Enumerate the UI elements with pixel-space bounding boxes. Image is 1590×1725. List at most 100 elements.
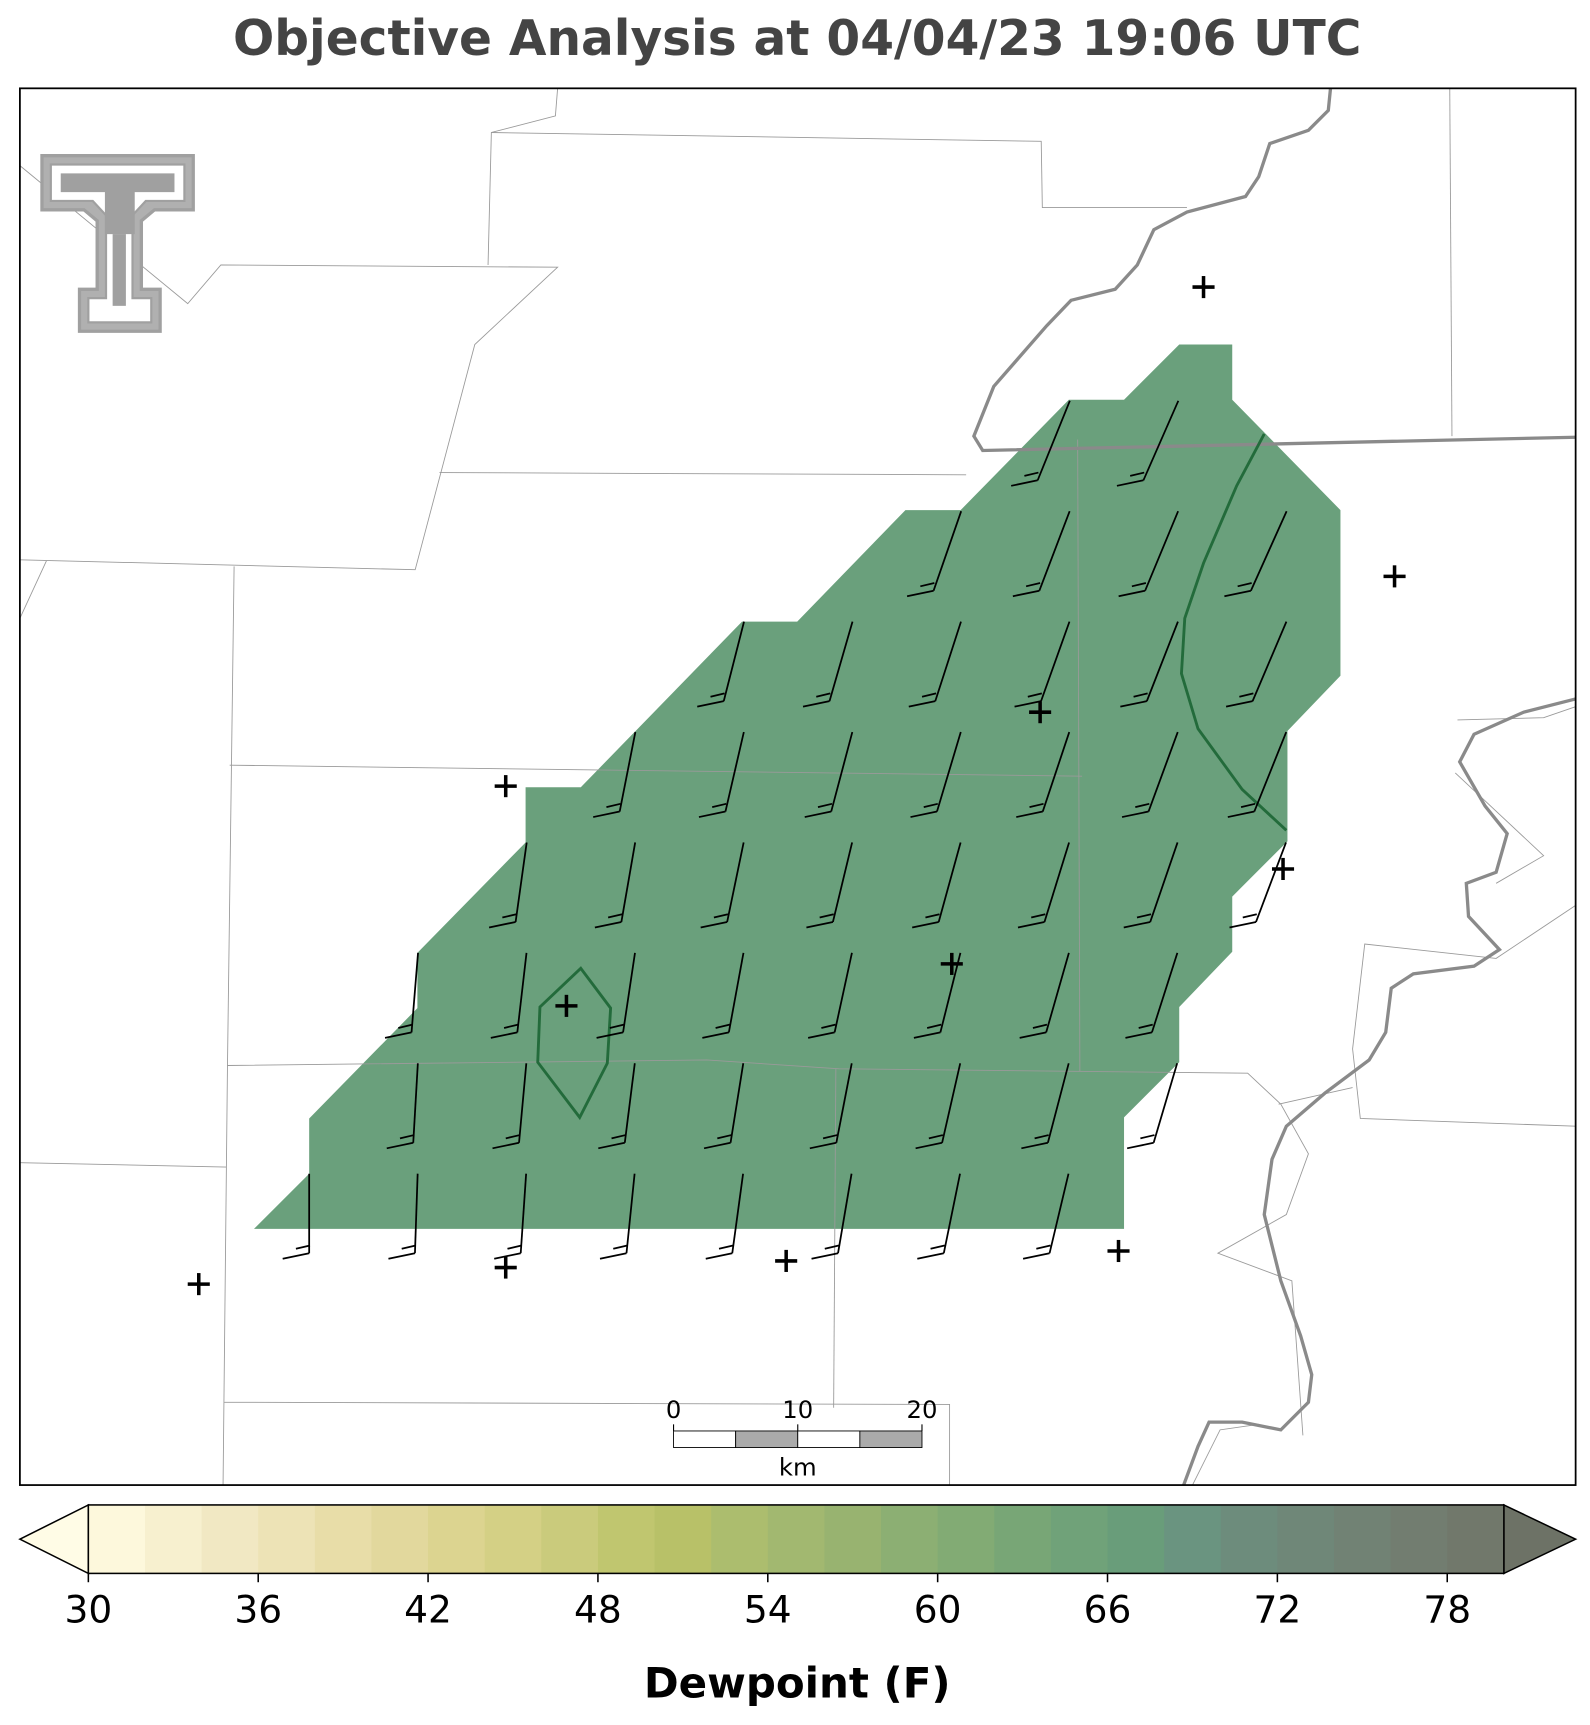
wind-barb — [507, 1244, 522, 1250]
colorbar-bin — [937, 1504, 995, 1574]
wind-barb — [1135, 802, 1150, 808]
colorbar: 30 36 42 48 54 60 66 72 78 — [18, 1503, 1578, 1632]
wind-barb — [1041, 731, 1071, 812]
colorbar-tick-label: 78 — [1423, 1588, 1471, 1632]
wind-barb — [613, 1244, 628, 1250]
wind-barb — [715, 1023, 730, 1029]
wind-barb — [625, 1173, 636, 1254]
wind-barb — [1240, 802, 1256, 808]
colorbar-tick-label: 54 — [744, 1588, 792, 1632]
wind-barb — [718, 1244, 734, 1250]
wind-barb — [698, 810, 726, 818]
wind-barb — [822, 1134, 838, 1140]
wind-barb — [1224, 589, 1252, 598]
wind-barb — [295, 1244, 311, 1250]
wind-barb — [928, 1134, 944, 1140]
colorbar-tick-label: 60 — [914, 1588, 962, 1632]
wind-barb — [1138, 1023, 1153, 1029]
wind-barb — [594, 921, 622, 929]
wind-barb — [1027, 692, 1043, 698]
wind-barb — [609, 1023, 625, 1029]
wind-barb — [1123, 921, 1151, 929]
scale-segment — [859, 1430, 923, 1448]
wind-barb — [703, 1141, 731, 1150]
dewpoint-fill — [253, 344, 1341, 1229]
wind-barb — [1152, 1063, 1179, 1144]
wind-barb — [1036, 400, 1071, 481]
wind-barb — [1038, 510, 1071, 592]
colorbar-bin — [1333, 1504, 1392, 1574]
wind-barb — [908, 700, 936, 708]
wind-barb — [923, 802, 938, 808]
colorbar-label: Dewpoint (F) — [644, 1659, 951, 1708]
wind-barb — [592, 810, 620, 818]
colorbar-bin — [767, 1504, 825, 1574]
river — [972, 88, 1576, 453]
colorbar-tick-label: 30 — [64, 1588, 112, 1632]
map-frame — [19, 87, 1577, 1486]
colorbar-bin — [314, 1504, 373, 1574]
scale-segment — [735, 1430, 799, 1448]
wind-barb — [1121, 810, 1149, 818]
colorbar-extension — [1503, 1503, 1578, 1575]
wind-barb — [729, 1063, 745, 1143]
wind-barb — [917, 1252, 944, 1260]
wind-barb — [1149, 842, 1179, 923]
wind-barb — [817, 802, 833, 808]
wind-barb — [920, 582, 935, 588]
wind-barb — [717, 1134, 732, 1140]
wind-barb — [824, 1244, 840, 1250]
wind-barb — [1118, 589, 1146, 598]
wind-barb — [384, 1031, 412, 1039]
wind-barb — [1045, 952, 1070, 1033]
colorbar-bin — [541, 1504, 599, 1574]
scale-tick-label: 10 — [782, 1395, 813, 1424]
wind-barb — [607, 913, 623, 919]
wind-barb — [833, 952, 853, 1033]
wind-barb — [1239, 692, 1254, 698]
wind-barb — [505, 1134, 520, 1140]
wind-barb — [1014, 700, 1042, 708]
wind-barb — [1255, 842, 1287, 923]
colorbar-bin — [144, 1504, 203, 1574]
wind-barb — [1024, 471, 1039, 477]
wind-barb — [1129, 471, 1145, 477]
wind-barb — [1048, 1173, 1070, 1254]
wind-barb — [1043, 842, 1070, 923]
wind-barb — [1040, 621, 1071, 702]
river — [1182, 697, 1576, 1486]
wind-barb — [388, 1252, 416, 1260]
scale-tick-label: 0 — [666, 1395, 681, 1424]
wind-barb — [620, 842, 637, 923]
wind-barb — [930, 1244, 945, 1250]
dewpoint-contour — [1180, 433, 1288, 832]
colorbar-bin — [1447, 1504, 1505, 1574]
scale-unit: km — [779, 1453, 817, 1482]
wind-barb — [1032, 1023, 1048, 1029]
colorbar-bin — [258, 1504, 316, 1574]
wind-barb — [1126, 1141, 1154, 1150]
wind-barb — [1242, 913, 1257, 919]
wind-barb — [906, 589, 934, 598]
wind-barb — [926, 1023, 942, 1029]
colorbar-bin — [994, 1504, 1052, 1574]
wind-barb — [503, 1023, 519, 1029]
wind-barb — [519, 1173, 528, 1254]
wind-barb — [727, 952, 745, 1033]
wind-barb — [1031, 913, 1046, 919]
colorbar-bin — [1164, 1504, 1222, 1574]
wind-barb — [1133, 692, 1148, 698]
scale-segment — [673, 1430, 737, 1448]
wind-barb — [1253, 731, 1288, 812]
wind-barb — [518, 1063, 528, 1143]
wind-barb — [492, 1141, 520, 1150]
colorbar-frame — [87, 1504, 1505, 1575]
wind-barb — [700, 921, 728, 929]
wind-barb — [726, 842, 745, 923]
wind-barb — [939, 952, 962, 1033]
county-lines — [19, 88, 1576, 1486]
wind-barb — [1012, 589, 1040, 598]
wind-barb — [494, 1252, 521, 1260]
scale-tick-label: 20 — [907, 1395, 938, 1424]
